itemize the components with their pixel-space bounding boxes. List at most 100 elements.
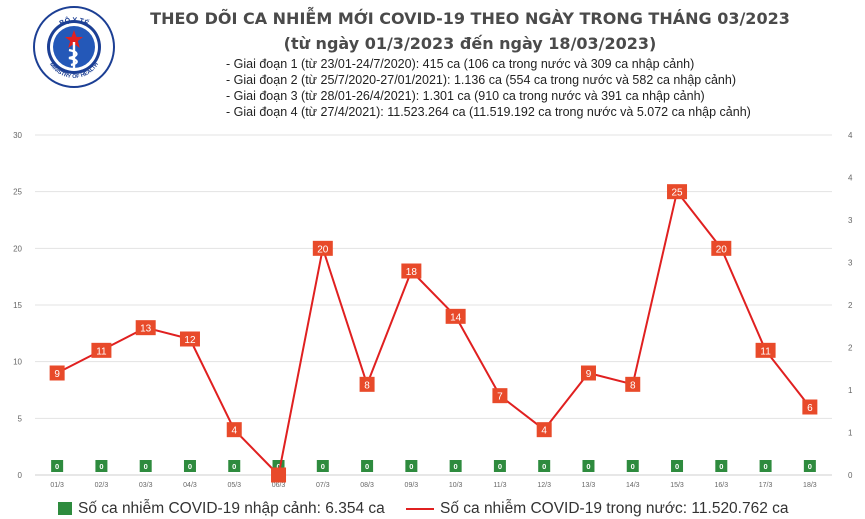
x-tick-17/3: 17/3	[759, 482, 773, 489]
imported-label-14/3: 0	[631, 462, 635, 471]
domestic-label-13/3: 9	[586, 369, 592, 380]
x-tick-01/3: 01/3	[50, 482, 64, 489]
imported-label-11/3: 0	[498, 462, 502, 471]
imported-bar-07/3	[316, 460, 329, 472]
y-right-tick-3: 2	[848, 344, 853, 353]
imported-label-17/3: 0	[763, 462, 767, 471]
imported-bar-16/3	[715, 460, 728, 472]
x-tick-11/3: 11/3	[493, 482, 506, 489]
domestic-point-09/3	[401, 263, 422, 279]
imported-label-06/3: 0	[276, 462, 280, 471]
y-right-tick-8: 4	[848, 131, 853, 140]
domestic-point-01/3	[49, 365, 65, 381]
imported-label-08/3: 0	[365, 462, 369, 471]
domestic-label-17/3: 11	[760, 346, 771, 357]
imported-label-05/3: 0	[232, 462, 236, 471]
x-tick-15/3: 15/3	[670, 482, 684, 489]
x-tick-10/3: 10/3	[449, 482, 463, 489]
domestic-point-16/3	[711, 240, 732, 256]
imported-label-04/3: 0	[188, 462, 192, 471]
domestic-label-14/3: 8	[630, 380, 636, 391]
x-tick-04/3: 04/3	[183, 482, 197, 489]
phase-2-summary: - Giai đoạn 2 (từ 25/7/2020-27/01/2021):…	[226, 73, 736, 87]
imported-bar-18/3	[803, 460, 816, 472]
domestic-label-03/3: 13	[140, 324, 152, 335]
chart-legend: Số ca nhiễm COVID-19 nhập cảnh: 6.354 ca…	[58, 498, 858, 519]
domestic-point-14/3	[625, 376, 641, 392]
imported-label-02/3: 0	[99, 462, 103, 471]
y-left-tick-25: 25	[13, 188, 22, 197]
domestic-point-08/3	[359, 376, 375, 392]
y-right-tick-4: 2	[848, 301, 853, 310]
domestic-label-05/3: 4	[231, 426, 237, 437]
domestic-label-08/3: 8	[364, 380, 370, 391]
y-left-tick-15: 15	[13, 301, 22, 310]
legend-swatch-imported	[58, 502, 72, 516]
imported-bar-05/3	[228, 460, 241, 472]
y-right-tick-0: 0	[848, 471, 853, 480]
legend-label-domestic: Số ca nhiễm COVID-19 trong nước: 11.520.…	[440, 500, 789, 517]
imported-bar-13/3	[582, 460, 595, 472]
imported-bar-15/3	[671, 460, 684, 472]
imported-label-03/3: 0	[144, 462, 148, 471]
y-left-tick-30: 30	[13, 131, 22, 140]
domestic-point-07/3	[312, 240, 333, 256]
imported-bar-14/3	[626, 460, 639, 472]
domestic-label-18/3: 6	[807, 403, 813, 414]
imported-label-12/3: 0	[542, 462, 546, 471]
y-left-tick-10: 10	[13, 358, 22, 367]
y-left-tick-5: 5	[18, 414, 23, 423]
imported-label-13/3: 0	[586, 462, 590, 471]
domestic-cases-line	[56, 190, 811, 476]
x-tick-02/3: 02/3	[95, 482, 109, 489]
legend-swatch-domestic	[406, 507, 434, 510]
x-tick-03/3: 03/3	[139, 482, 153, 489]
legend-item-domestic: Số ca nhiễm COVID-19 trong nước: 11.520.…	[406, 500, 789, 518]
imported-label-18/3: 0	[808, 462, 812, 471]
y-right-tick-6: 3	[848, 216, 853, 225]
x-tick-06/3: 06/3	[272, 482, 286, 489]
domestic-label-16/3: 20	[716, 244, 728, 255]
domestic-point-02/3	[91, 342, 112, 358]
legend-item-imported: Số ca nhiễm COVID-19 nhập cảnh: 6.354 ca	[58, 500, 385, 518]
domestic-point-18/3	[802, 399, 818, 415]
ministry-of-health-logo: BỘ Y TẾ MINISTRY OF HEALTH	[33, 6, 115, 88]
x-tick-07/3: 07/3	[316, 482, 330, 489]
domestic-label-01/3: 9	[54, 369, 60, 380]
phase-1-summary: - Giai đoạn 1 (từ 23/01-24/7/2020): 415 …	[226, 57, 695, 71]
imported-bar-09/3	[405, 460, 418, 472]
x-tick-18/3: 18/3	[803, 482, 817, 489]
phase-3-summary: - Giai đoạn 3 (từ 28/01-26/4/2021): 1.30…	[226, 89, 705, 103]
imported-bar-03/3	[139, 460, 152, 472]
phase-4-summary: - Giai đoạn 4 (từ 27/4/2021): 11.523.264…	[226, 105, 751, 119]
x-tick-05/3: 05/3	[227, 482, 241, 489]
y-right-tick-5: 3	[848, 259, 853, 268]
imported-label-16/3: 0	[719, 462, 723, 471]
imported-label-07/3: 0	[321, 462, 325, 471]
imported-bar-08/3	[361, 460, 374, 472]
domestic-label-02/3: 11	[96, 346, 107, 357]
x-tick-13/3: 13/3	[582, 482, 596, 489]
legend-label-imported: Số ca nhiễm COVID-19 nhập cảnh: 6.354 ca	[78, 500, 385, 517]
domestic-label-09/3: 18	[406, 267, 418, 278]
imported-bar-01/3	[51, 460, 64, 472]
domestic-point-06/3	[271, 467, 287, 483]
domestic-point-12/3	[536, 422, 552, 438]
domestic-point-13/3	[580, 365, 596, 381]
domestic-label-12/3: 4	[541, 426, 547, 437]
imported-bar-11/3	[493, 460, 506, 472]
imported-bar-04/3	[183, 460, 196, 472]
x-tick-14/3: 14/3	[626, 482, 640, 489]
x-tick-12/3: 12/3	[537, 482, 551, 489]
domestic-point-03/3	[135, 320, 156, 336]
imported-bar-17/3	[759, 460, 772, 472]
chart-subtitle: (từ ngày 01/3/2023 đến ngày 18/03/2023)	[283, 34, 657, 53]
x-tick-16/3: 16/3	[714, 482, 728, 489]
imported-label-15/3: 0	[675, 462, 679, 471]
y-right-tick-1: 1	[848, 429, 853, 438]
domestic-point-04/3	[179, 331, 200, 347]
phase-summary-list: - Giai đoạn 1 (từ 23/01-24/7/2020): 415 …	[226, 56, 751, 120]
domestic-label-10/3: 14	[450, 312, 462, 323]
domestic-label-11/3: 7	[497, 392, 503, 403]
y-left-tick-0: 0	[18, 471, 23, 480]
